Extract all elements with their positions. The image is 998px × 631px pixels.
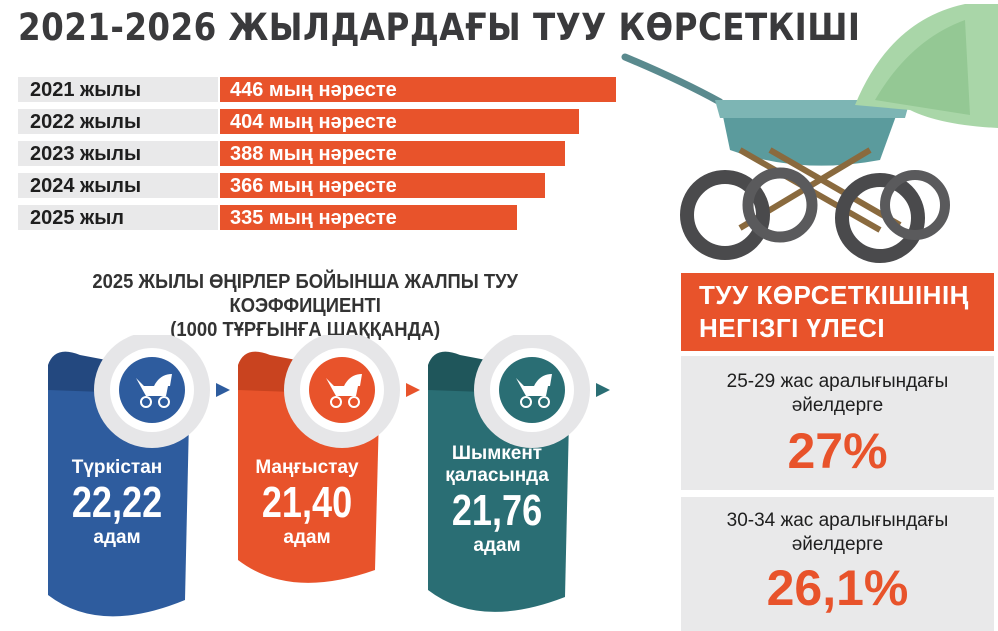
share-value: 26,1% (766, 560, 909, 616)
bar: 366 мың нәресте (220, 173, 545, 198)
shares-title-line1: ТУУ КӨРСЕТКІШІНІҢ (699, 280, 969, 310)
bar-value-label: 404 мың нәресте (230, 111, 397, 133)
stroller-illustration (621, 4, 998, 263)
bar-category-text: 2021 жылы (30, 79, 142, 101)
bar-category-text: 2022 жылы (30, 111, 142, 133)
region-unit: адам (93, 527, 141, 548)
stroller-icon (326, 374, 362, 408)
share-label-line2: әйелдерге (791, 534, 884, 555)
bar-category-label: 2025 жыл (18, 205, 218, 230)
shares-header: ТУУ КӨРСЕТКІШІНІҢ НЕГІЗГІ ҮЛЕСІ (681, 273, 994, 351)
bar-value-label: 366 мың нәресте (230, 175, 397, 197)
bar: 335 мың нәресте (220, 205, 517, 230)
bar-category-text: 2024 жылы (30, 175, 142, 197)
bar-category-label: 2022 жылы (18, 109, 218, 134)
region-unit: адам (283, 527, 331, 548)
stroller-icon (516, 374, 552, 408)
region-unit: адам (473, 535, 521, 556)
region-value: 22,22 (71, 478, 163, 527)
bar-value-label: 335 мың нәресте (230, 207, 397, 229)
share-item: 25-29 жас аралығындағы әйелдерге 27% (681, 356, 994, 490)
region-value: 21,76 (451, 486, 543, 535)
bar-category-text: 2025 жыл (30, 207, 125, 229)
bar-category-label: 2021 жылы (18, 77, 218, 102)
bar-value-label: 388 мың нәресте (230, 143, 397, 165)
share-item: 30-34 жас аралығындағы әйелдерге 26,1% (681, 497, 994, 631)
region-name: Түркістан (71, 457, 163, 478)
bar: 388 мың нәресте (220, 141, 565, 166)
coefficient-title: 2025 ЖЫЛЫ ӨҢІРЛЕР БОЙЫНША ЖАЛПЫ ТУУ КОЭФ… (20, 270, 590, 342)
page-title: 2021-2026 ЖЫЛДАРДАҒЫ ТУУ КӨРСЕТКІШІ (18, 6, 861, 49)
shares-title-line2: НЕГІЗГІ ҮЛЕСІ (699, 313, 886, 343)
region-name-line2: қаласында (445, 465, 549, 486)
bar: 404 мың нәресте (220, 109, 579, 134)
coefficient-title-line2: (1000 ТҰРҒЫНҒА ШАҚҚАНДА) (170, 319, 441, 341)
share-label-line2: әйелдерге (791, 395, 884, 416)
share-label-line1: 30-34 жас аралығындағы (726, 510, 949, 531)
region-name: Маңғыстау (255, 457, 359, 478)
bar-category-label: 2023 жылы (18, 141, 218, 166)
share-value: 27% (787, 423, 888, 479)
bar-category-text: 2023 жылы (30, 143, 142, 165)
bar-value-label: 446 мың нәресте (230, 79, 397, 101)
region-name: Шымкент (451, 443, 543, 464)
share-label-line1: 25-29 жас аралығындағы (726, 371, 949, 392)
stroller-icon (136, 374, 172, 408)
coefficient-title-line1: 2025 ЖЫЛЫ ӨҢІРЛЕР БОЙЫНША ЖАЛПЫ ТУУ КОЭФ… (92, 271, 519, 317)
bar: 446 мың нәресте (220, 77, 616, 102)
region-value: 21,40 (261, 478, 353, 527)
bar-category-label: 2024 жылы (18, 173, 218, 198)
